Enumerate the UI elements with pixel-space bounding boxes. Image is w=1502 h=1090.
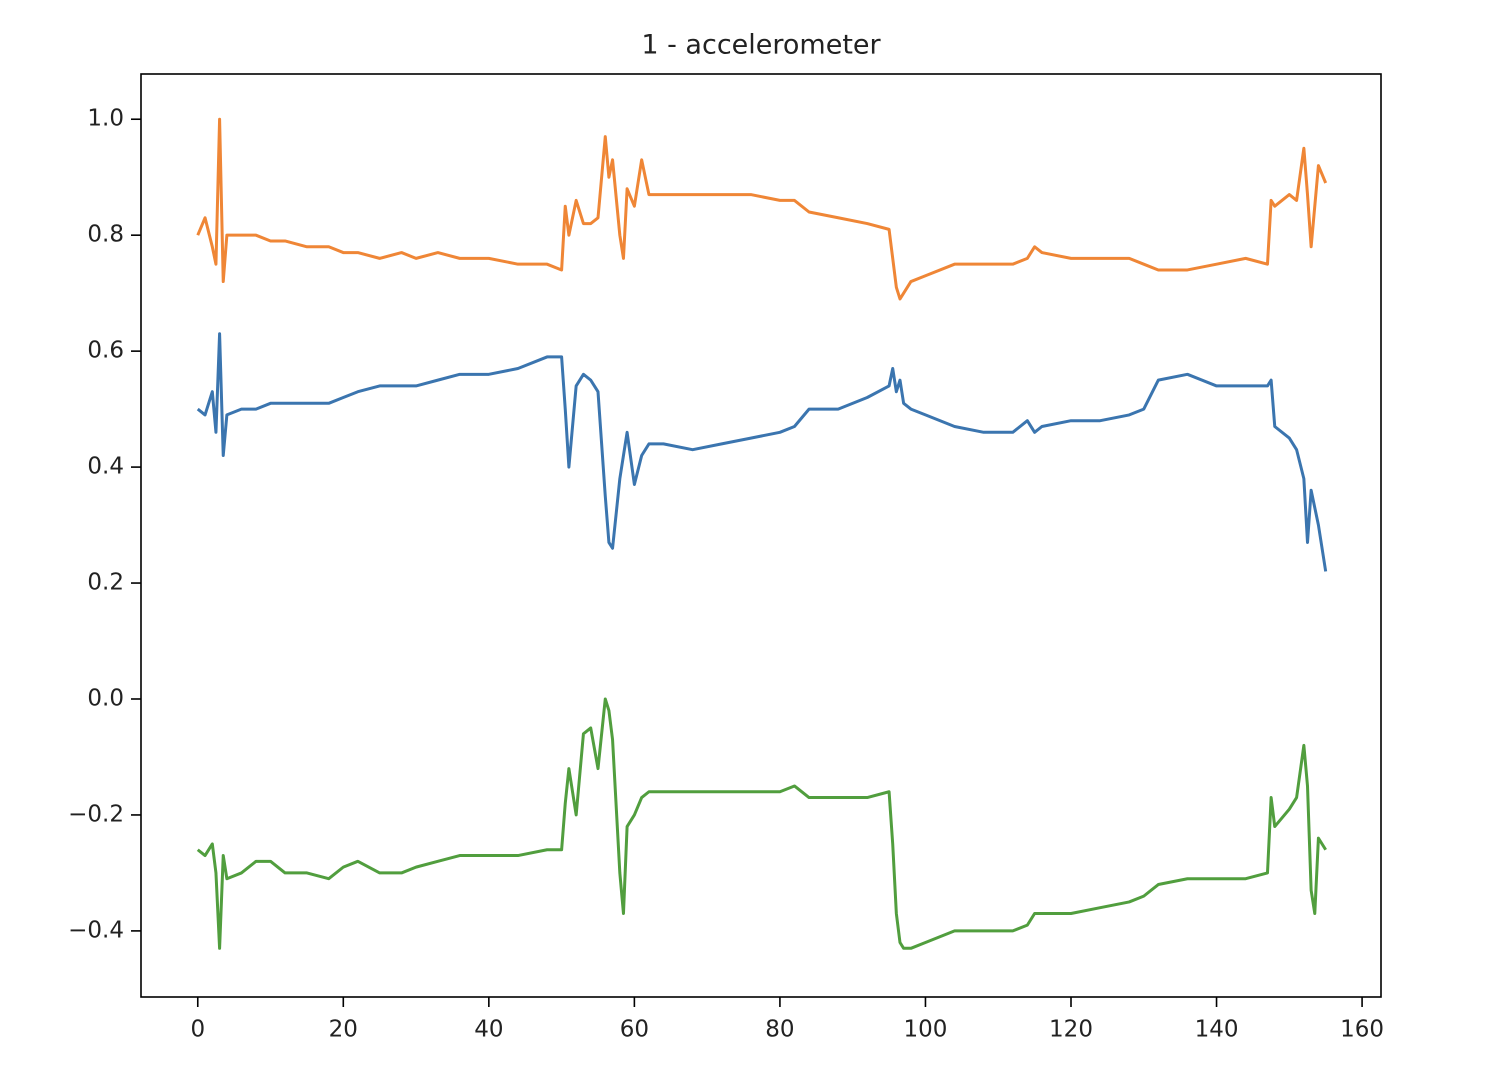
x-tick-label: 0	[190, 1017, 205, 1043]
plot-frame	[140, 73, 1382, 998]
y-tick-label: −0.2	[68, 801, 124, 827]
chart-title: 1 - accelerometer	[641, 30, 881, 61]
x-tick-label: 100	[904, 1017, 948, 1043]
y-tick-label: 0.6	[87, 338, 124, 364]
x-tick-label: 20	[329, 1017, 358, 1043]
x-tick-label: 60	[620, 1017, 649, 1043]
data-line	[196, 117, 1328, 301]
y-tick-label: 0.2	[87, 570, 124, 596]
y-tick-label: 0.0	[87, 685, 124, 711]
data-line	[196, 332, 1328, 572]
x-tick-label: 160	[1340, 1017, 1384, 1043]
y-tick-label: −0.4	[68, 917, 124, 943]
x-tick-label: 120	[1049, 1017, 1093, 1043]
y-tick-label: 1.0	[87, 106, 124, 132]
y-tick-label: 0.4	[87, 454, 124, 480]
y-tick-label: 0.8	[87, 222, 124, 248]
x-tick-label: 40	[474, 1017, 503, 1043]
x-tick-label: 80	[765, 1017, 794, 1043]
x-tick-label: 140	[1195, 1017, 1239, 1043]
data-line	[196, 697, 1327, 950]
